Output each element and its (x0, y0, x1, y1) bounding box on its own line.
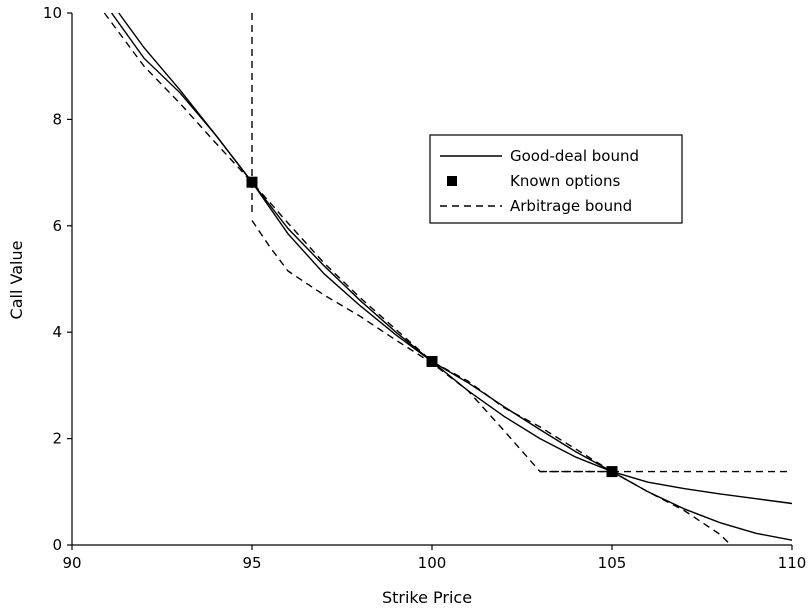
good-deal-bound-line (111, 12, 793, 505)
known-option-marker (606, 466, 618, 478)
arbitrage-bound-line (103, 12, 613, 473)
y-tick-label: 4 (52, 323, 62, 341)
legend-marker-swatch (447, 176, 457, 186)
y-tick-label: 0 (52, 536, 62, 554)
known-option-marker (246, 176, 258, 188)
legend-label: Good-deal bound (510, 147, 639, 165)
x-tick-label: 95 (242, 554, 261, 572)
arbitrage-bound-line (251, 220, 732, 546)
y-axis-label: Call Value (7, 241, 26, 320)
x-axis-label: Strike Price (382, 588, 472, 607)
curves (103, 12, 793, 546)
x-tick-label: 100 (418, 554, 447, 572)
good-deal-bound-line (118, 12, 793, 541)
ticks: 90 95 100 105 110 0 2 4 6 8 10 (43, 4, 806, 572)
x-tick-label: 90 (62, 554, 81, 572)
legend: Good-deal bound Known options Arbitrage bo… (429, 134, 683, 224)
legend-box (429, 134, 683, 224)
y-tick-label: 2 (52, 430, 62, 448)
legend-label: Known options (510, 172, 620, 190)
y-tick-label: 10 (43, 4, 62, 22)
y-tick-label: 8 (52, 110, 62, 128)
x-tick-label: 110 (778, 554, 807, 572)
known-option-markers (246, 176, 618, 478)
legend-label: Arbitrage bound (510, 197, 632, 215)
x-tick-label: 105 (598, 554, 627, 572)
y-tick-label: 6 (52, 217, 62, 235)
known-option-marker (426, 355, 438, 367)
